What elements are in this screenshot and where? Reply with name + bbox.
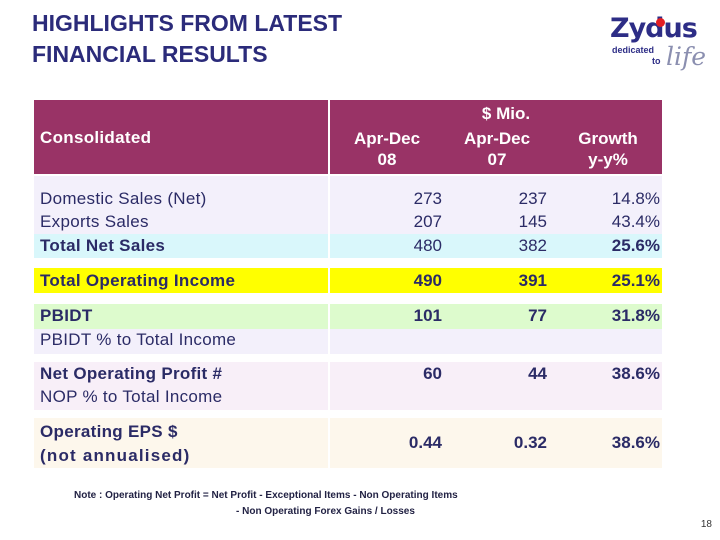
header-values-cell: $ Mio. Apr-Dec 08 Apr-Dec 07 Growth y-y% (330, 100, 662, 174)
header-col2: Apr-Dec 07 (442, 128, 552, 170)
row-value-2007: 382 (518, 236, 547, 255)
row-label: Total Net Sales (40, 236, 166, 255)
row-value-2007: 0.32 (513, 433, 547, 452)
header-currency: $ Mio. (481, 104, 531, 123)
logo-tagline-1: dedicated (612, 45, 655, 55)
row-label: Net Operating Profit # (40, 364, 223, 383)
nop-band (34, 362, 662, 410)
row-label-line1: Operating EPS $ (40, 422, 178, 441)
row-value-2008: 480 (413, 236, 442, 255)
pbidt-percent-band (34, 329, 662, 354)
row-growth: 14.8% (611, 189, 660, 208)
row-value-2008: 60 (423, 364, 442, 383)
total-net-sales-band (34, 234, 662, 258)
row-label: NOP % to Total Income (40, 387, 223, 406)
total-operating-income-band (34, 268, 662, 293)
header-col3-line2: y-y% (588, 150, 628, 169)
header-col2-line2: 07 (487, 150, 507, 169)
row-value-2008: 490 (413, 271, 442, 290)
row-value-2008: 273 (413, 189, 442, 208)
header-label: Consolidated (40, 128, 152, 147)
header-col3: Growth y-y% (554, 128, 662, 170)
row-label: Total Operating Income (40, 271, 236, 290)
row-value-2007: 77 (528, 306, 547, 325)
sales-band (34, 176, 662, 234)
company-logo: Zydus dedicated to life (610, 13, 707, 74)
row-label-line2: (not annualised) (40, 446, 191, 465)
row-value-2007: 391 (518, 271, 547, 290)
logo-tagline-3: life (666, 42, 707, 71)
row-growth: 25.6% (611, 236, 660, 255)
row-value-2008: 207 (413, 212, 442, 231)
header-col1: Apr-Dec 08 (332, 128, 442, 170)
row-label: Exports Sales (40, 212, 149, 231)
results-table: Consolidated $ Mio. Apr-Dec 08 Apr-Dec 0… (34, 100, 662, 468)
row-growth: 31.8% (611, 306, 660, 325)
logo-tagline-2: to (652, 56, 661, 66)
header-col1-line1: Apr-Dec (353, 129, 421, 148)
row-value-2008: 101 (413, 306, 442, 325)
row-label: PBIDT % to Total Income (40, 330, 237, 349)
row-value-2008: 0.44 (408, 433, 442, 452)
row-growth: 38.6% (611, 433, 660, 452)
header-col1-line2: 08 (377, 150, 397, 169)
row-value-2007: 237 (518, 189, 547, 208)
title-line-2: FINANCIAL RESULTS (32, 41, 268, 67)
page-title: HIGHLIGHTS FROM LATEST FINANCIAL RESULTS (32, 8, 342, 70)
row-label: Domestic Sales (Net) (40, 189, 207, 208)
header-label-cell: Consolidated (34, 100, 328, 174)
pbidt-band (34, 304, 662, 329)
row-growth: 43.4% (611, 212, 660, 231)
row-value-2007: 44 (528, 364, 547, 383)
page-number: 18 (700, 519, 712, 530)
title-line-1: HIGHLIGHTS FROM LATEST (32, 10, 343, 36)
footnote-line-2: - Non Operating Forex Gains / Losses (236, 506, 415, 517)
row-growth: 38.6% (611, 364, 660, 383)
logo-dot-icon (656, 18, 665, 27)
header-col2-line1: Apr-Dec (463, 129, 531, 148)
row-label: PBIDT (40, 306, 93, 325)
logo-brand: Zydus (610, 13, 698, 44)
column-divider (328, 174, 330, 468)
header-col3-line1: Growth (578, 129, 638, 148)
eps-band (34, 418, 662, 468)
row-value-2007: 145 (518, 212, 547, 231)
row-growth: 25.1% (611, 271, 660, 290)
footnote-line-1: Note : Operating Net Profit = Net Profit… (74, 490, 458, 501)
